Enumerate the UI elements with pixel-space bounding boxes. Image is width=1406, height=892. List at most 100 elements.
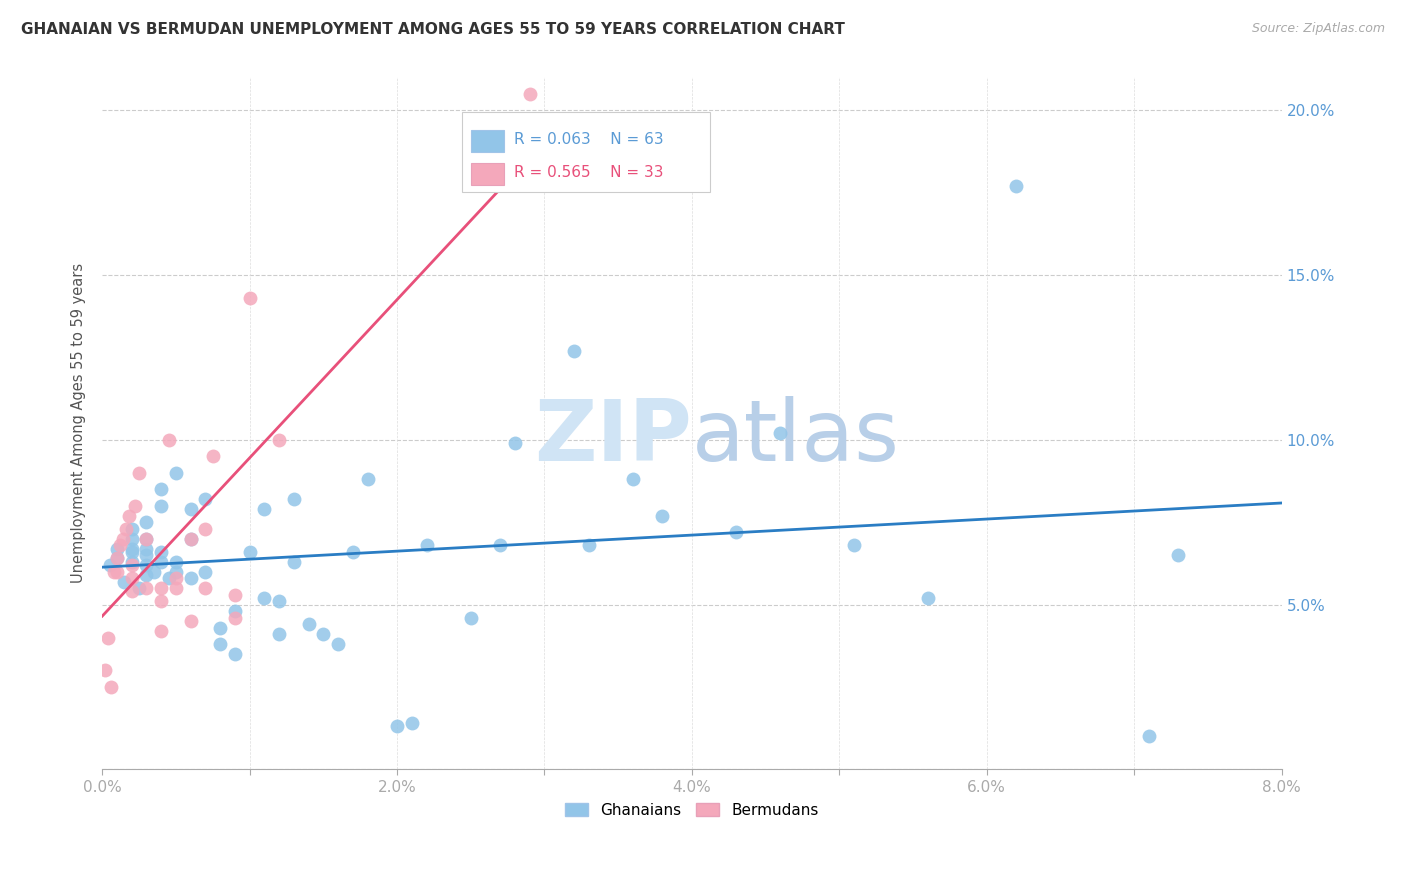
Point xyxy=(121,532,143,546)
Point xyxy=(283,492,305,507)
Point xyxy=(578,538,600,552)
Point xyxy=(224,611,246,625)
Point xyxy=(562,343,585,358)
Point xyxy=(124,499,146,513)
Point xyxy=(135,568,157,582)
Text: R = 0.565    N = 33: R = 0.565 N = 33 xyxy=(513,165,664,179)
Point xyxy=(209,621,232,635)
Point xyxy=(135,532,157,546)
Point xyxy=(108,538,131,552)
Point xyxy=(97,631,120,645)
Point xyxy=(121,541,143,556)
Point xyxy=(326,637,349,651)
Point xyxy=(356,472,378,486)
Point xyxy=(118,508,141,523)
Point xyxy=(917,591,939,605)
Point xyxy=(1005,179,1028,194)
Point xyxy=(385,719,408,733)
Point xyxy=(401,716,423,731)
Point xyxy=(150,594,173,608)
Point xyxy=(503,436,526,450)
Point xyxy=(135,581,157,595)
Point xyxy=(121,571,143,585)
Point xyxy=(253,502,276,516)
Point xyxy=(180,614,202,628)
Point xyxy=(128,581,150,595)
Point xyxy=(269,594,291,608)
Point xyxy=(121,558,143,572)
Point xyxy=(103,565,125,579)
Point xyxy=(128,466,150,480)
Point xyxy=(111,532,134,546)
Point xyxy=(194,565,217,579)
Point xyxy=(135,532,157,546)
Point xyxy=(150,555,173,569)
Point xyxy=(121,545,143,559)
Point xyxy=(1137,730,1160,744)
Point xyxy=(224,604,246,618)
Text: atlas: atlas xyxy=(692,396,900,479)
Point xyxy=(460,611,482,625)
Point xyxy=(121,522,143,536)
Text: R = 0.063    N = 63: R = 0.063 N = 63 xyxy=(513,132,664,147)
Point xyxy=(150,624,173,638)
Point xyxy=(105,565,128,579)
Point xyxy=(105,551,128,566)
Point xyxy=(621,472,644,486)
Point xyxy=(165,581,187,595)
Y-axis label: Unemployment Among Ages 55 to 59 years: Unemployment Among Ages 55 to 59 years xyxy=(72,263,86,583)
Point xyxy=(519,87,541,101)
Point xyxy=(165,555,187,569)
Point xyxy=(224,588,246,602)
Point xyxy=(194,581,217,595)
Point xyxy=(415,538,437,552)
Point xyxy=(157,571,180,585)
Point xyxy=(342,545,364,559)
Point xyxy=(489,538,512,552)
Point xyxy=(157,433,180,447)
Point xyxy=(209,637,232,651)
Point xyxy=(150,545,173,559)
Point xyxy=(135,515,157,529)
Point xyxy=(135,558,157,572)
Point xyxy=(121,555,143,569)
Text: ZIP: ZIP xyxy=(534,396,692,479)
Point xyxy=(112,574,135,589)
Point xyxy=(114,522,136,536)
Point xyxy=(651,508,673,523)
Point xyxy=(135,541,157,556)
Point xyxy=(121,584,143,599)
FancyBboxPatch shape xyxy=(471,162,505,185)
Point xyxy=(150,483,173,497)
Point xyxy=(135,548,157,562)
Point xyxy=(98,558,121,572)
Point xyxy=(269,433,291,447)
Point xyxy=(297,617,319,632)
Point xyxy=(842,538,865,552)
Point xyxy=(100,680,122,694)
FancyBboxPatch shape xyxy=(471,130,505,153)
Point xyxy=(769,426,792,441)
Point xyxy=(142,565,165,579)
Point xyxy=(105,551,128,566)
Point xyxy=(180,502,202,516)
Point xyxy=(269,627,291,641)
Text: Source: ZipAtlas.com: Source: ZipAtlas.com xyxy=(1251,22,1385,36)
Point xyxy=(194,492,217,507)
Point xyxy=(180,571,202,585)
Point xyxy=(180,532,202,546)
Point xyxy=(165,466,187,480)
Point xyxy=(1167,548,1189,562)
Point xyxy=(180,532,202,546)
FancyBboxPatch shape xyxy=(463,112,710,192)
Point xyxy=(312,627,335,641)
Point xyxy=(253,591,276,605)
Point xyxy=(150,581,173,595)
Point xyxy=(105,541,128,556)
Point xyxy=(94,664,117,678)
Point xyxy=(283,555,305,569)
Point xyxy=(150,499,173,513)
Point xyxy=(239,545,262,559)
Text: GHANAIAN VS BERMUDAN UNEMPLOYMENT AMONG AGES 55 TO 59 YEARS CORRELATION CHART: GHANAIAN VS BERMUDAN UNEMPLOYMENT AMONG … xyxy=(21,22,845,37)
Point xyxy=(239,291,262,305)
